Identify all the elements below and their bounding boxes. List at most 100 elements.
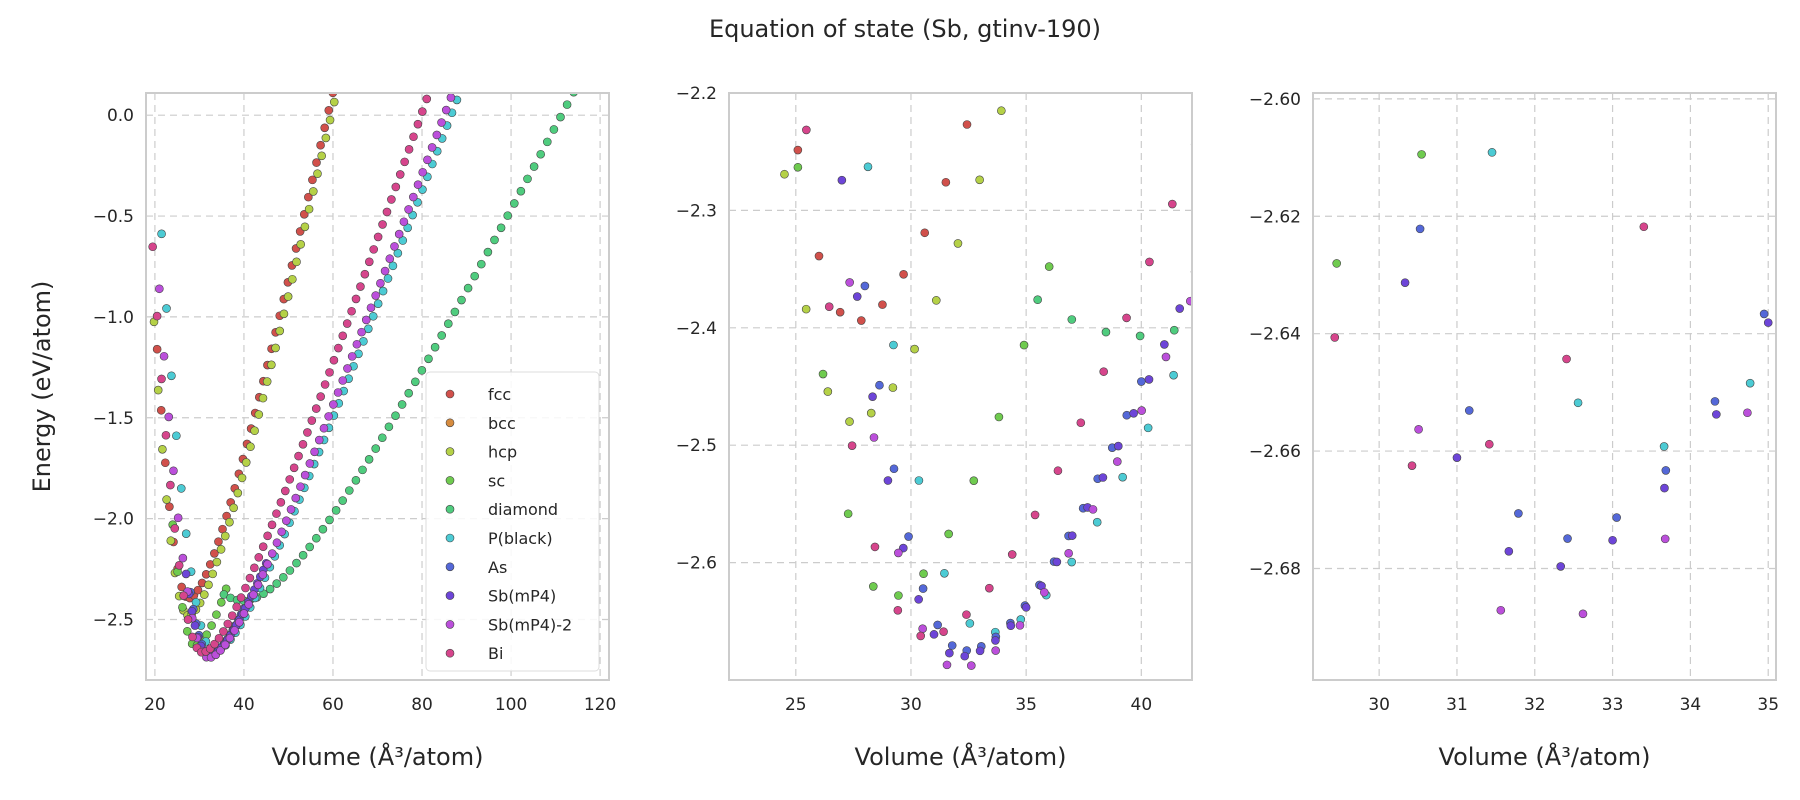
point-fcc: [214, 537, 223, 546]
point-sb-mp4-: [1556, 562, 1566, 571]
point-sc: [207, 621, 216, 630]
point-p-black-: [172, 431, 181, 441]
point-bi: [1168, 199, 1177, 209]
point-diamond: [424, 354, 433, 364]
point-bi: [1330, 333, 1340, 342]
point-sb-mp4-2: [1414, 425, 1423, 434]
point-sc: [212, 610, 221, 619]
point-diamond: [477, 259, 486, 269]
x-tick-label: 32: [1524, 695, 1546, 715]
data-points: [148, 83, 578, 662]
y-tick-label: −2.3: [676, 201, 717, 221]
point-sc: [1019, 340, 1029, 350]
point-hcp: [888, 383, 898, 392]
point-fcc: [814, 251, 824, 261]
y-tick-label: −2.2: [676, 84, 717, 104]
point-bi: [280, 486, 290, 496]
point-bi: [245, 573, 255, 583]
point-bi: [342, 319, 352, 328]
point-bi: [364, 257, 374, 267]
point-p-black-: [889, 340, 898, 350]
point-bi: [1030, 510, 1040, 520]
point-bi: [267, 520, 277, 530]
point-diamond: [285, 566, 295, 575]
point-sb-mp4-2: [446, 93, 456, 102]
point-hcp: [329, 97, 339, 107]
point-fcc: [941, 177, 951, 187]
y-tick-label: −2.68: [1249, 559, 1301, 579]
point-sb-mp4-2: [1113, 457, 1122, 466]
point-hcp: [910, 344, 919, 354]
point-bi: [285, 475, 295, 484]
point-bi: [157, 374, 166, 384]
point-sb-mp4-: [852, 292, 862, 301]
point-sb-mp4-2: [267, 549, 277, 558]
point-as: [875, 380, 884, 390]
point-sb-mp4-2: [296, 482, 305, 491]
point-sb-mp4-2: [216, 646, 225, 655]
point-diamond: [391, 411, 400, 420]
point-bi: [214, 633, 224, 643]
point-hcp: [162, 495, 171, 504]
point-as: [1661, 466, 1671, 475]
point-as: [1563, 534, 1572, 543]
axes-frame: [145, 92, 610, 681]
point-diamond: [490, 235, 499, 245]
x-tick-label: 20: [144, 695, 166, 715]
point-diamond: [516, 186, 526, 196]
point-sb-mp4-2: [869, 433, 879, 442]
point-bi: [382, 207, 392, 217]
point-bi: [387, 195, 396, 204]
point-bi: [418, 107, 427, 116]
point-sb-mp4-2: [225, 633, 235, 643]
legend-label: bcc: [488, 414, 516, 433]
point-bi: [298, 440, 308, 449]
point-bi: [210, 639, 219, 649]
point-as: [1464, 406, 1474, 415]
point-hcp: [220, 531, 230, 541]
point-bi: [179, 591, 188, 600]
point-hcp: [823, 387, 833, 396]
point-diamond: [305, 542, 315, 552]
point-sb-mp4-2: [366, 303, 376, 313]
x-axis-label: Volume (Å³/atom): [855, 742, 1067, 771]
point-fcc: [177, 582, 186, 592]
point-as: [889, 464, 899, 474]
point-bi: [338, 331, 348, 341]
point-sb-mp4-2: [437, 118, 446, 127]
point-p-black-: [965, 619, 975, 628]
legend-label: Sb(mP4)-2: [488, 615, 572, 634]
point-p-black-: [388, 261, 398, 271]
point-fcc: [156, 405, 166, 415]
point-sb-mp4-2: [1578, 609, 1588, 619]
point-sc: [793, 162, 803, 172]
point-bi: [188, 632, 197, 642]
point-sb-mp4-: [1763, 318, 1773, 327]
point-bi: [320, 380, 330, 389]
point-bi: [1145, 257, 1154, 267]
point-bi: [1099, 367, 1108, 376]
point-diamond: [312, 533, 321, 543]
point-bi: [356, 282, 365, 291]
point-fcc: [320, 123, 329, 133]
point-hcp: [283, 292, 293, 301]
point-diamond: [378, 433, 387, 443]
point-sb-mp4-2: [258, 570, 268, 579]
point-diamond: [437, 331, 447, 340]
point-bi: [351, 294, 361, 304]
legend-marker: [445, 533, 455, 543]
point-p-black-: [458, 83, 466, 91]
point-diamond: [364, 455, 374, 464]
legend-label: sc: [488, 471, 505, 490]
point-sb-mp4-2: [310, 447, 319, 457]
point-bi: [1562, 354, 1571, 364]
point-sb-mp4-2: [286, 505, 296, 514]
point-sc: [1417, 150, 1426, 159]
point-sb-mp4-2: [413, 180, 423, 189]
point-sb-mp4-2: [418, 167, 428, 177]
point-p-black-: [1067, 557, 1077, 567]
point-sc: [843, 509, 853, 519]
point-sb-mp4-: [868, 392, 877, 401]
point-diamond: [496, 223, 506, 233]
